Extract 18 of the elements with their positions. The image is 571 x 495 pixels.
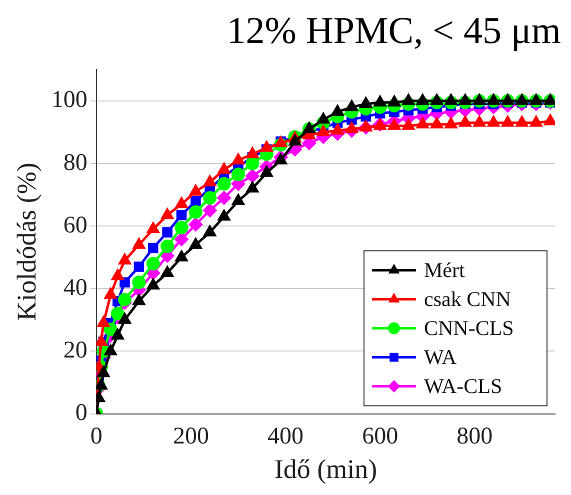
y-tick-label: 40	[63, 274, 88, 301]
y-tick-label: 80	[63, 150, 88, 176]
legend-label: Mért	[424, 258, 465, 282]
x-tick-label: 800	[456, 423, 493, 450]
legend-label: csak CNN	[424, 286, 511, 311]
x-tick-label: 400	[268, 423, 304, 450]
x-axis-title: Idő (min)	[274, 454, 378, 484]
x-tick-label: 200	[172, 423, 209, 450]
y-tick-label: 20	[63, 338, 88, 364]
y-axis-title: Kioldódás (%)	[11, 162, 42, 321]
legend-label: WA-CLS	[424, 374, 502, 398]
chart-title: 12% HPMC, < 45 μm	[226, 10, 561, 52]
x-tick-label: 600	[362, 423, 398, 450]
y-tick-label: 0	[75, 400, 88, 426]
legend-label: CNN-CLS	[424, 316, 514, 340]
y-tick-label: 100	[51, 87, 88, 114]
y-tick-label: 60	[63, 212, 88, 238]
legend-label: WA	[424, 344, 458, 369]
